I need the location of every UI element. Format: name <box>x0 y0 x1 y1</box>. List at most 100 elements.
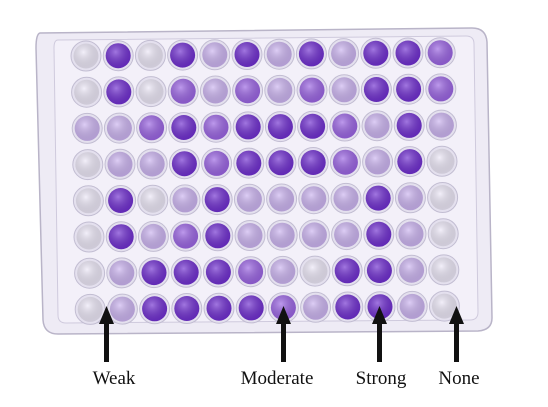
well-shading <box>367 294 393 320</box>
well-shading <box>170 78 196 104</box>
well-shading <box>396 76 422 102</box>
well-shading <box>428 76 454 102</box>
well-shading <box>75 152 101 178</box>
well-shading <box>107 151 133 177</box>
well-shading <box>331 41 357 67</box>
well-shading <box>204 150 230 176</box>
arrow-moderate <box>276 306 291 362</box>
well-shading <box>74 115 100 141</box>
well-shading <box>270 258 296 284</box>
well-shading <box>430 221 456 247</box>
well-shading <box>399 293 425 319</box>
well-shading <box>236 150 262 176</box>
well-shading <box>331 77 357 103</box>
well-shading <box>301 222 327 248</box>
well-shading <box>141 260 167 286</box>
arrow-weak <box>99 306 114 362</box>
well-shading <box>300 113 326 139</box>
well-shading <box>366 258 392 283</box>
well-shading <box>332 149 358 175</box>
well-shading <box>75 188 101 214</box>
well-shading <box>366 221 392 247</box>
well-shading <box>301 186 327 212</box>
well-shading <box>105 43 131 69</box>
well-shading <box>269 186 295 212</box>
well-shading <box>398 221 424 247</box>
label-none: None <box>438 368 480 389</box>
well-shading <box>363 77 389 102</box>
well-shading <box>106 79 132 105</box>
well-shading <box>395 40 421 66</box>
well-shading <box>238 259 264 285</box>
well-shading <box>205 259 231 285</box>
well-shading <box>299 77 325 103</box>
well-shading <box>109 296 135 322</box>
well-shading <box>171 151 197 177</box>
well-shading <box>267 114 293 140</box>
well-shading <box>237 223 263 248</box>
well-shading <box>300 150 326 175</box>
microplate <box>35 27 493 335</box>
well-shading <box>267 77 293 103</box>
well-shading <box>202 42 228 68</box>
label-strong: Strong <box>355 368 407 389</box>
well-shading <box>170 42 196 68</box>
label-moderate: Moderate <box>240 368 314 389</box>
well-shading <box>269 222 295 248</box>
well-shading <box>236 186 262 212</box>
well-shading <box>397 149 423 175</box>
well-shading <box>302 258 328 284</box>
well-shading <box>204 187 230 213</box>
well-shading <box>234 42 260 67</box>
well-shading <box>238 295 264 321</box>
well-shading <box>174 296 200 321</box>
well-shading <box>428 112 454 138</box>
well-shading <box>140 223 166 249</box>
well-shading <box>171 115 197 140</box>
well-grid <box>70 37 460 325</box>
well-shading <box>430 185 456 210</box>
well-shading <box>364 113 390 139</box>
label-weak: Weak <box>92 368 136 389</box>
well-shading <box>109 260 135 286</box>
plate-inner-rim <box>53 35 479 324</box>
well-shading <box>106 115 132 141</box>
well-shading <box>303 294 329 320</box>
well-shading <box>137 42 163 68</box>
well-shading <box>396 112 422 138</box>
well-shading <box>333 185 359 211</box>
well-shading <box>172 187 198 213</box>
well-shading <box>138 79 164 105</box>
well-shading <box>266 41 292 67</box>
well-shading <box>73 43 99 69</box>
well-shading <box>108 224 134 250</box>
well-shading <box>429 148 455 174</box>
well-shading <box>235 114 261 140</box>
well-shading <box>173 259 199 285</box>
well-shading <box>365 149 391 175</box>
well-shading <box>399 257 425 283</box>
well-shading <box>173 223 199 249</box>
well-shading <box>142 296 168 322</box>
well-shading <box>363 40 389 66</box>
well-shading <box>298 41 324 67</box>
well-shading <box>202 78 228 104</box>
well-shading <box>76 224 102 250</box>
well-shading <box>108 188 134 213</box>
well-shading <box>431 257 457 283</box>
well-shading <box>334 222 360 248</box>
well-shading <box>77 260 103 286</box>
well-shading <box>203 114 229 140</box>
well-shading <box>235 78 261 104</box>
well-shading <box>77 296 103 322</box>
well-shading <box>74 79 100 105</box>
well-shading <box>139 151 165 177</box>
well-shading <box>335 294 361 320</box>
well-shading <box>431 293 457 319</box>
well-shading <box>427 40 453 66</box>
well-shading <box>365 185 391 211</box>
well-shading <box>205 223 231 249</box>
arrow-strong <box>372 306 387 362</box>
well-shading <box>332 113 358 139</box>
